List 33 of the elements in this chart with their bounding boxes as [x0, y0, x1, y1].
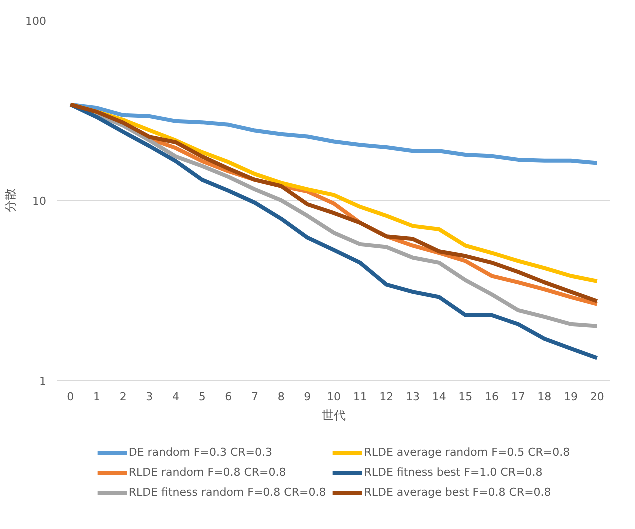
- x-tick-label: 12: [380, 390, 394, 404]
- y-tick-label: 10: [32, 195, 47, 208]
- x-tick-label: 10: [327, 390, 341, 404]
- y-tick-label: 1: [40, 375, 46, 388]
- x-tick-label: 8: [278, 390, 285, 404]
- x-tick-label: 4: [172, 390, 180, 404]
- legend-label: RLDE fitness random F=0.8 CR=0.8: [128, 486, 326, 500]
- x-tick-label: 11: [353, 390, 368, 404]
- x-tick-label: 16: [485, 390, 499, 404]
- legend-label: DE random F=0.3 CR=0.3: [128, 446, 272, 460]
- legend-label: RLDE average random F=0.5 CR=0.8: [364, 446, 570, 460]
- x-tick-label: 19: [564, 390, 578, 404]
- x-tick-label: 15: [458, 390, 473, 404]
- x-tick-label: 7: [252, 390, 258, 404]
- x-tick-label: 2: [120, 390, 127, 404]
- x-tick-label: 14: [432, 390, 446, 404]
- legend-label: RLDE average best F=0.8 CR=0.8: [364, 486, 552, 500]
- legend-label: RLDE random F=0.8 CR=0.8: [128, 466, 286, 480]
- y-axis-title: 分散: [4, 188, 18, 212]
- x-tick-label: 18: [538, 390, 552, 404]
- legend-label: RLDE fitness best F=1.0 CR=0.8: [364, 466, 543, 480]
- x-tick-label: 17: [511, 390, 526, 404]
- line-series: [68, 102, 600, 166]
- x-tick-label: 5: [198, 390, 206, 404]
- x-tick-label: 20: [590, 390, 604, 404]
- x-tick-label: 0: [67, 390, 74, 404]
- x-axis-title: 世代: [322, 408, 346, 422]
- x-tick-label: 6: [225, 390, 232, 404]
- x-tick-label: 3: [146, 390, 154, 404]
- y-tick-label: 100: [26, 15, 47, 28]
- x-tick-label: 13: [406, 390, 420, 404]
- x-tick-label: 9: [304, 390, 312, 404]
- x-tick-label: 1: [94, 390, 100, 404]
